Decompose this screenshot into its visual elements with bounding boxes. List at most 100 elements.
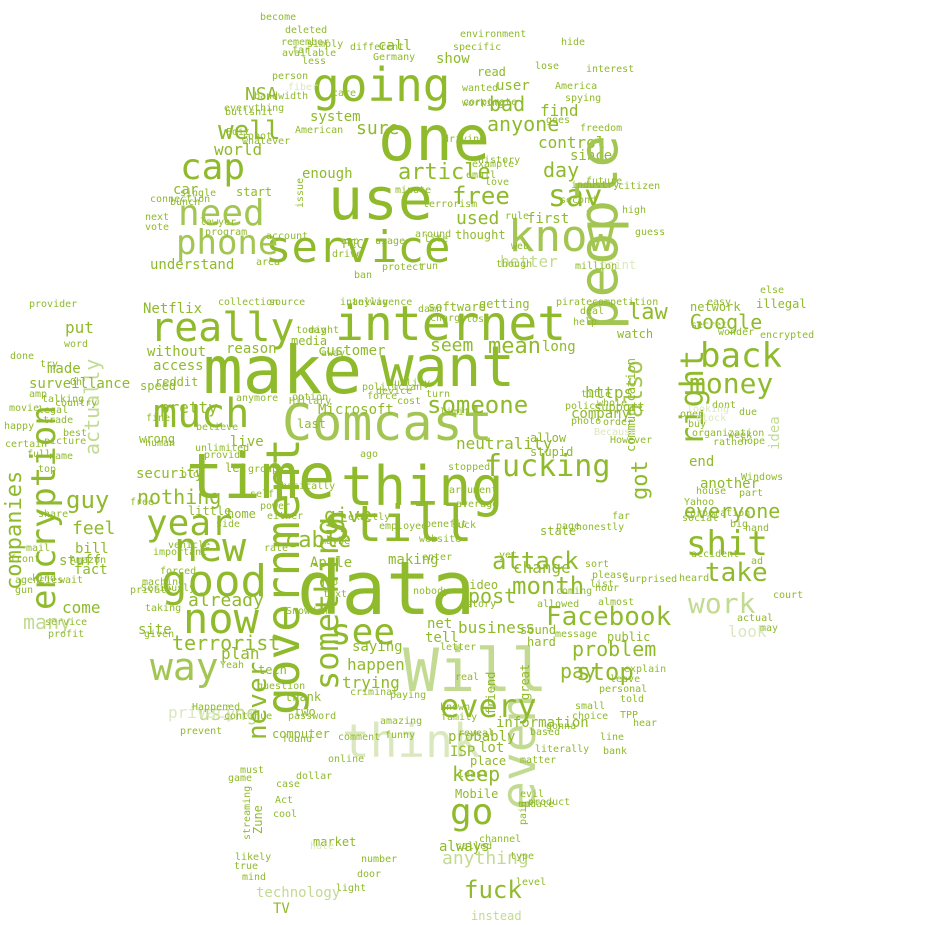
word-continue: continue [224, 711, 273, 722]
word-tv: TV [273, 901, 290, 917]
word-streaming: streaming [242, 785, 253, 840]
word-remember: remember [281, 37, 330, 48]
word-ban: ban [354, 270, 373, 281]
word-name: name [49, 451, 74, 462]
word-literally: literally [535, 744, 590, 755]
word-drive: drive [332, 249, 363, 260]
word-message: message [555, 629, 598, 640]
word-source: source [269, 297, 306, 308]
word-give: give [324, 503, 373, 527]
word-looking: looking [687, 404, 730, 415]
word-happy: happy [4, 421, 35, 432]
word-coming: coming [556, 586, 593, 597]
word-windows: Windows [741, 472, 784, 483]
word-exactly: exactly [348, 512, 391, 523]
word-movie: movie [9, 403, 40, 414]
word-nsa: NSA [245, 84, 278, 105]
word-bunch: bunch [170, 197, 201, 208]
word-simply: simply [307, 39, 344, 50]
word-tech: tech [258, 663, 287, 677]
word-control: control [538, 133, 606, 152]
word-day: day [543, 158, 580, 182]
word-good: good [161, 556, 267, 607]
word-second: second [560, 195, 597, 206]
word-front: front [10, 554, 41, 565]
word-trade: trade [43, 415, 74, 426]
word-police: police [565, 401, 602, 412]
word-explain: explain [624, 664, 667, 675]
word-collection: collection [218, 297, 279, 308]
word-encrypted: encrypted [760, 330, 815, 341]
word-small: small [575, 701, 606, 712]
word-big: big [730, 519, 749, 530]
word-group: group [248, 464, 279, 475]
word-go: go [450, 792, 494, 833]
word-fiber: fiber [288, 82, 319, 93]
word-state: state [540, 524, 577, 538]
word-order: order [603, 417, 634, 428]
word-neutrality: neutrality [456, 434, 553, 453]
word-data: data [297, 546, 476, 632]
word-block: block [696, 413, 727, 424]
word-internet: internet [335, 296, 567, 352]
word-watch: watch [617, 327, 654, 341]
word-rule: rule [505, 211, 530, 222]
word-everything: everything [224, 103, 285, 114]
word-making: making [388, 552, 439, 568]
word-anymore: anymore [236, 393, 279, 404]
word-yahoo: Yahoo [684, 497, 715, 508]
word-page: page [556, 521, 581, 532]
word-part: part [739, 488, 764, 499]
word-buy: buy [688, 419, 707, 430]
word-reveal: reveal [458, 728, 495, 739]
word-time: time [186, 440, 336, 513]
word-option: option [292, 392, 329, 403]
word-many: many [23, 610, 72, 634]
word-happen: happen [347, 655, 405, 674]
word-program: program [205, 227, 248, 238]
word-because: Because [594, 427, 637, 438]
word-type: type [510, 851, 535, 862]
word-want: want [380, 335, 515, 400]
word-accident: accident [691, 549, 740, 560]
word-money: money [689, 367, 774, 400]
word-bad: bad [489, 92, 526, 116]
word-choice: choice [572, 711, 609, 722]
word-network: network [690, 300, 741, 314]
word-site: site [138, 622, 172, 638]
word-terrorist: terrorist [172, 631, 281, 655]
word-support: support [594, 400, 645, 414]
word-happened: Happened [192, 702, 241, 713]
word-video: video [462, 578, 499, 592]
word-real: real [455, 672, 480, 683]
word-might: might [309, 325, 340, 336]
word-work: work [688, 587, 756, 620]
word-citizen: citizen [618, 181, 661, 192]
word-nothing: nothing [137, 485, 222, 509]
word-free: free [452, 182, 510, 210]
word-amazing: amazing [380, 716, 423, 727]
word-ad: ad [751, 556, 764, 567]
word-prevent: prevent [180, 726, 223, 737]
word-enough: enough [302, 166, 353, 182]
word-take: take [705, 558, 768, 588]
word-fcc: FCC [342, 237, 364, 251]
word-stop: stop [576, 658, 634, 686]
word-unlimited: unlimited [195, 443, 250, 454]
word-idea: idea [767, 416, 783, 450]
word-look: look [728, 622, 767, 641]
word-live: live [230, 434, 264, 450]
word-come: come [62, 598, 101, 617]
word-pirate: pirate [556, 297, 593, 308]
word-law: law [628, 300, 668, 325]
word-please: please [592, 570, 629, 581]
word-better: better [500, 252, 558, 271]
word-game: game [228, 773, 253, 784]
word-without: without [147, 344, 207, 360]
word-profit: profit [48, 629, 85, 640]
word-speed: speed [140, 379, 177, 393]
word-based: based [530, 727, 561, 738]
word-snowden: Snowden [286, 606, 329, 617]
word-made: made [47, 361, 81, 377]
word-terrorism: terrorism [423, 199, 478, 210]
